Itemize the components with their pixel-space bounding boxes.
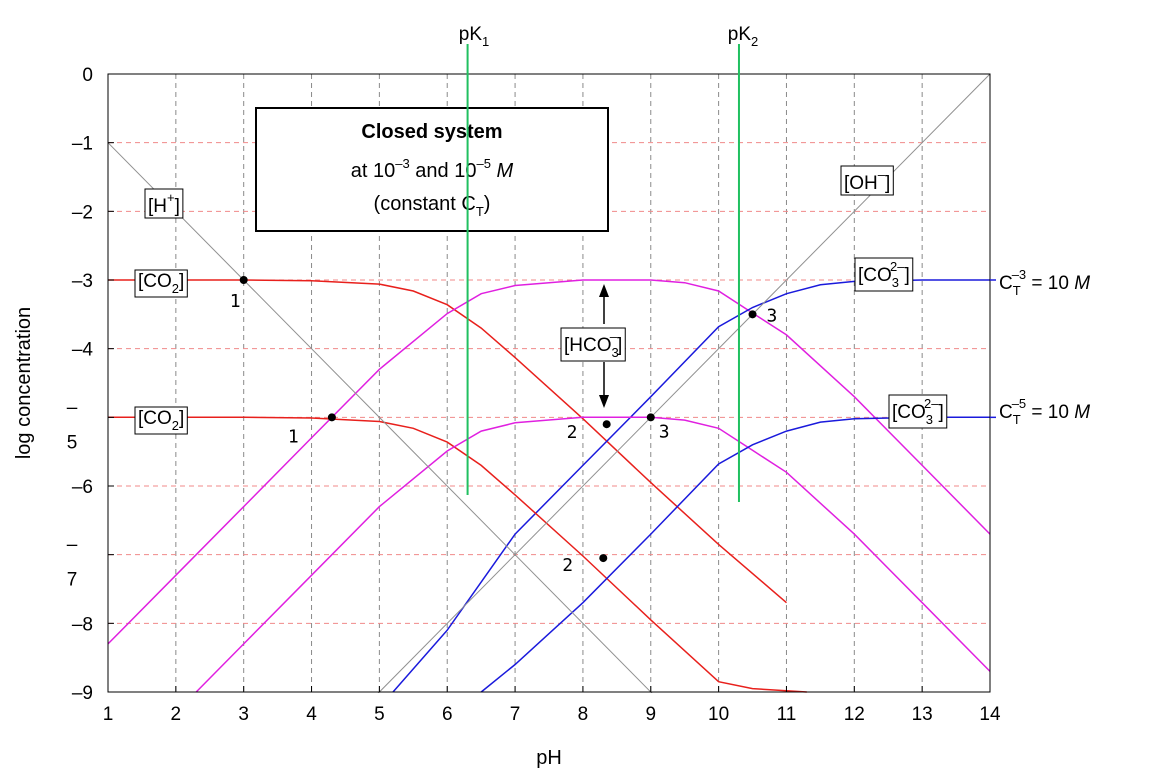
label-h-plus-box xyxy=(144,188,184,219)
label-co3-ct3-box xyxy=(854,257,914,292)
label-h-plus: [H+] xyxy=(144,188,184,219)
y-tick-label: –9 xyxy=(72,683,93,704)
mask-left xyxy=(0,0,107,774)
pk-lines xyxy=(466,44,740,502)
series-co2-ct5 xyxy=(108,416,807,693)
intersection-point xyxy=(599,554,608,563)
label-co3-ct5-text: [CO32–] xyxy=(892,396,944,427)
label-hco3-box xyxy=(560,327,626,362)
arrow-down-head xyxy=(599,395,609,408)
series-hco3-ct3 xyxy=(107,279,991,645)
pk-label-2: pK2 xyxy=(728,24,758,49)
y-tick-label: – xyxy=(67,397,78,418)
ct-label-1: CT–3 = 10 M xyxy=(999,267,1090,298)
intersection-point xyxy=(602,420,611,429)
plot-border xyxy=(107,73,991,693)
x-tick-label: 3 xyxy=(238,704,249,725)
label-co3-ct3-text: [CO32–] xyxy=(858,259,910,290)
y-tick-label: 0 xyxy=(82,65,93,86)
point-number: 3 xyxy=(659,421,670,442)
label-co3-ct5: [CO32–] xyxy=(888,394,948,429)
intersection-point xyxy=(646,413,655,422)
label-co2-ct5-text: [CO2] xyxy=(138,408,184,433)
annotations: pK1 pK2 Closed system at 10–3 and 10–5 M (co… xyxy=(134,24,1090,576)
label-co2-ct3-text: [CO2] xyxy=(138,271,184,296)
pk-label-1: pK1 xyxy=(459,24,489,49)
intersection-point xyxy=(327,413,336,422)
y-axis-title: log concentration xyxy=(13,307,35,459)
label-co2-ct5-box xyxy=(134,406,188,435)
x-tick-label: 13 xyxy=(912,704,933,725)
mask-bottom xyxy=(0,693,1151,774)
intersection-point xyxy=(748,310,757,319)
x-tick-label: 4 xyxy=(306,704,317,725)
x-tick-label: 12 xyxy=(844,704,865,725)
point-number: 1 xyxy=(230,291,241,312)
arrow-up-head xyxy=(599,284,609,297)
label-oh-minus-box xyxy=(840,165,894,196)
label-co2-ct3-box xyxy=(134,269,188,298)
x-tick-label: 6 xyxy=(442,704,453,725)
info-box-line3: (constant CT) xyxy=(374,193,491,219)
x-tick-label: 11 xyxy=(777,704,797,725)
mask-top xyxy=(0,0,1151,73)
label-oh-minus-text: [OH–] xyxy=(844,167,890,194)
point-number: 1 xyxy=(288,426,299,447)
x-tick-label: 10 xyxy=(708,704,729,725)
label-oh-minus: [OH–] xyxy=(840,165,894,196)
label-co2-ct5: [CO2] xyxy=(134,406,188,435)
y-tick-label: –8 xyxy=(72,614,93,635)
ct-label-2: CT–5 = 10 M xyxy=(999,396,1090,427)
intersection-point xyxy=(239,276,248,284)
mask-right xyxy=(991,0,1151,774)
point-number: 3 xyxy=(767,305,778,326)
y-tick-label: 5 xyxy=(67,432,78,453)
point-number: 2 xyxy=(562,555,573,576)
label-co3-ct5-box xyxy=(888,394,948,429)
y-tick-label: –2 xyxy=(72,202,93,223)
series-hco3-ct5 xyxy=(195,416,991,693)
label-h-plus-text: [H+] xyxy=(148,190,180,217)
y-tick-label: –3 xyxy=(72,271,93,292)
y-tick-label: –4 xyxy=(72,340,94,361)
x-tick-label: 8 xyxy=(578,704,589,725)
info-box xyxy=(255,107,609,232)
y-tick-label: – xyxy=(67,535,78,556)
info-box-title: Closed system xyxy=(361,121,502,143)
y-tick-label: –1 xyxy=(72,134,93,155)
x-tick-label: 2 xyxy=(171,704,182,725)
label-co2-ct3: [CO2] xyxy=(134,269,188,298)
y-tick-label: 7 xyxy=(67,570,78,591)
x-tick-label: 5 xyxy=(374,704,385,725)
x-axis-title: pH xyxy=(536,747,562,769)
point-number: 2 xyxy=(567,422,578,443)
series-co32-ct5 xyxy=(480,416,990,693)
axis-ticks: 1 2 3 4 5 6 7 8 9 10 11 12 13 140–1–2–3–4–5–6–7–8–9pH… xyxy=(13,65,1001,769)
label-hco3: [HCO3–] xyxy=(560,327,626,362)
series-h xyxy=(107,142,719,762)
x-tick-label: 1 xyxy=(103,704,114,725)
x-tick-label: 9 xyxy=(645,704,656,725)
info-box-line2: at 10–3 and 10–5 M xyxy=(351,156,514,182)
x-tick-label: 14 xyxy=(979,704,1001,725)
x-tick-label: 7 xyxy=(510,704,521,725)
label-co3-ct3: [CO32–] xyxy=(854,257,914,292)
label-hco3-text: [HCO3–] xyxy=(564,329,622,360)
y-tick-label: –6 xyxy=(72,477,93,498)
